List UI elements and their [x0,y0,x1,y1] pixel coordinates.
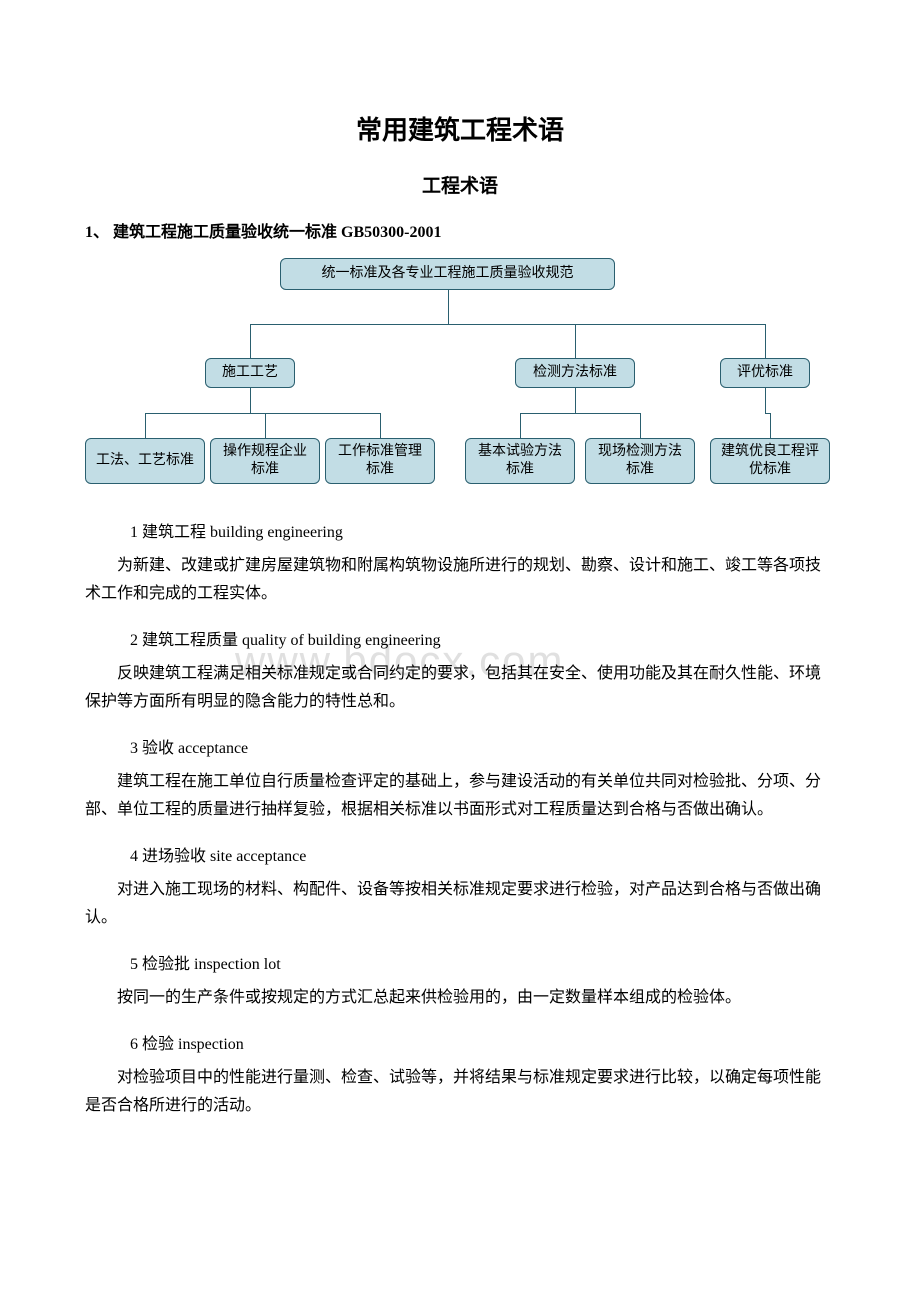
diagram-connector [765,324,766,358]
term-heading: 3 验收 acceptance [130,734,835,758]
diagram-node: 评优标准 [720,358,810,388]
diagram-connector [380,413,381,438]
diagram-node: 操作规程企业标准 [210,438,320,484]
diagram-connector [640,413,641,438]
diagram-node: 工法、工艺标准 [85,438,205,484]
term-heading: 5 检验批 inspection lot [130,950,835,974]
section-heading-1: 1、 建筑工程施工质量验收统一标准 GB50300-2001 [85,218,835,242]
diagram-node: 统一标准及各专业工程施工质量验收规范 [280,258,615,290]
diagram-connector [250,388,251,413]
term-heading: 2 建筑工程质量 quality of building engineering [130,626,835,650]
diagram-connector [575,324,576,358]
document-title: 常用建筑工程术语 [85,110,835,147]
page: 常用建筑工程术语 工程术语 1、 建筑工程施工质量验收统一标准 GB50300-… [85,110,835,1120]
term-heading: 1 建筑工程 building engineering [130,518,835,542]
diagram-connector [770,413,771,438]
term-heading: 6 检验 inspection [130,1030,835,1054]
term-body: 对进入施工现场的材料、构配件、设备等按相关标准规定要求进行检验，对产品达到合格与… [85,876,835,932]
diagram-node: 检测方法标准 [515,358,635,388]
diagram-node: 工作标准管理标准 [325,438,435,484]
term-heading: 4 进场验收 site acceptance [130,842,835,866]
terms-list: 1 建筑工程 building engineering 为新建、改建或扩建房屋建筑… [85,518,835,1120]
diagram-connector [250,324,251,358]
diagram-connector [520,413,640,414]
term-body: 按同一的生产条件或按规定的方式汇总起来供检验用的，由一定数量样本组成的检验体。 [85,984,835,1012]
term-body: 为新建、改建或扩建房屋建筑物和附属构筑物设施所进行的规划、勘察、设计和施工、竣工… [85,552,835,608]
diagram-node: 建筑优良工程评优标准 [710,438,830,484]
diagram-connector [250,324,765,325]
diagram-node: 现场检测方法标准 [585,438,695,484]
diagram-node: 施工工艺 [205,358,295,388]
term-body: 反映建筑工程满足相关标准规定或合同约定的要求，包括其在安全、使用功能及其在耐久性… [85,660,835,716]
hierarchy-diagram: 统一标准及各专业工程施工质量验收规范施工工艺 检测方法标准 评优标准工法、工艺标准操… [85,258,835,488]
diagram-connector [520,413,521,438]
term-body: 对检验项目中的性能进行量测、检查、试验等，并将结果与标准规定要求进行比较，以确定… [85,1064,835,1120]
term-body: 建筑工程在施工单位自行质量检查评定的基础上，参与建设活动的有关单位共同对检验批、… [85,768,835,824]
diagram-connector [765,388,766,413]
diagram-connector [145,413,146,438]
diagram-connector [145,413,380,414]
document-subtitle: 工程术语 [85,171,835,198]
diagram-connector [265,413,266,438]
diagram-connector [448,290,449,324]
diagram-connector [575,388,576,413]
diagram-node: 基本试验方法标准 [465,438,575,484]
